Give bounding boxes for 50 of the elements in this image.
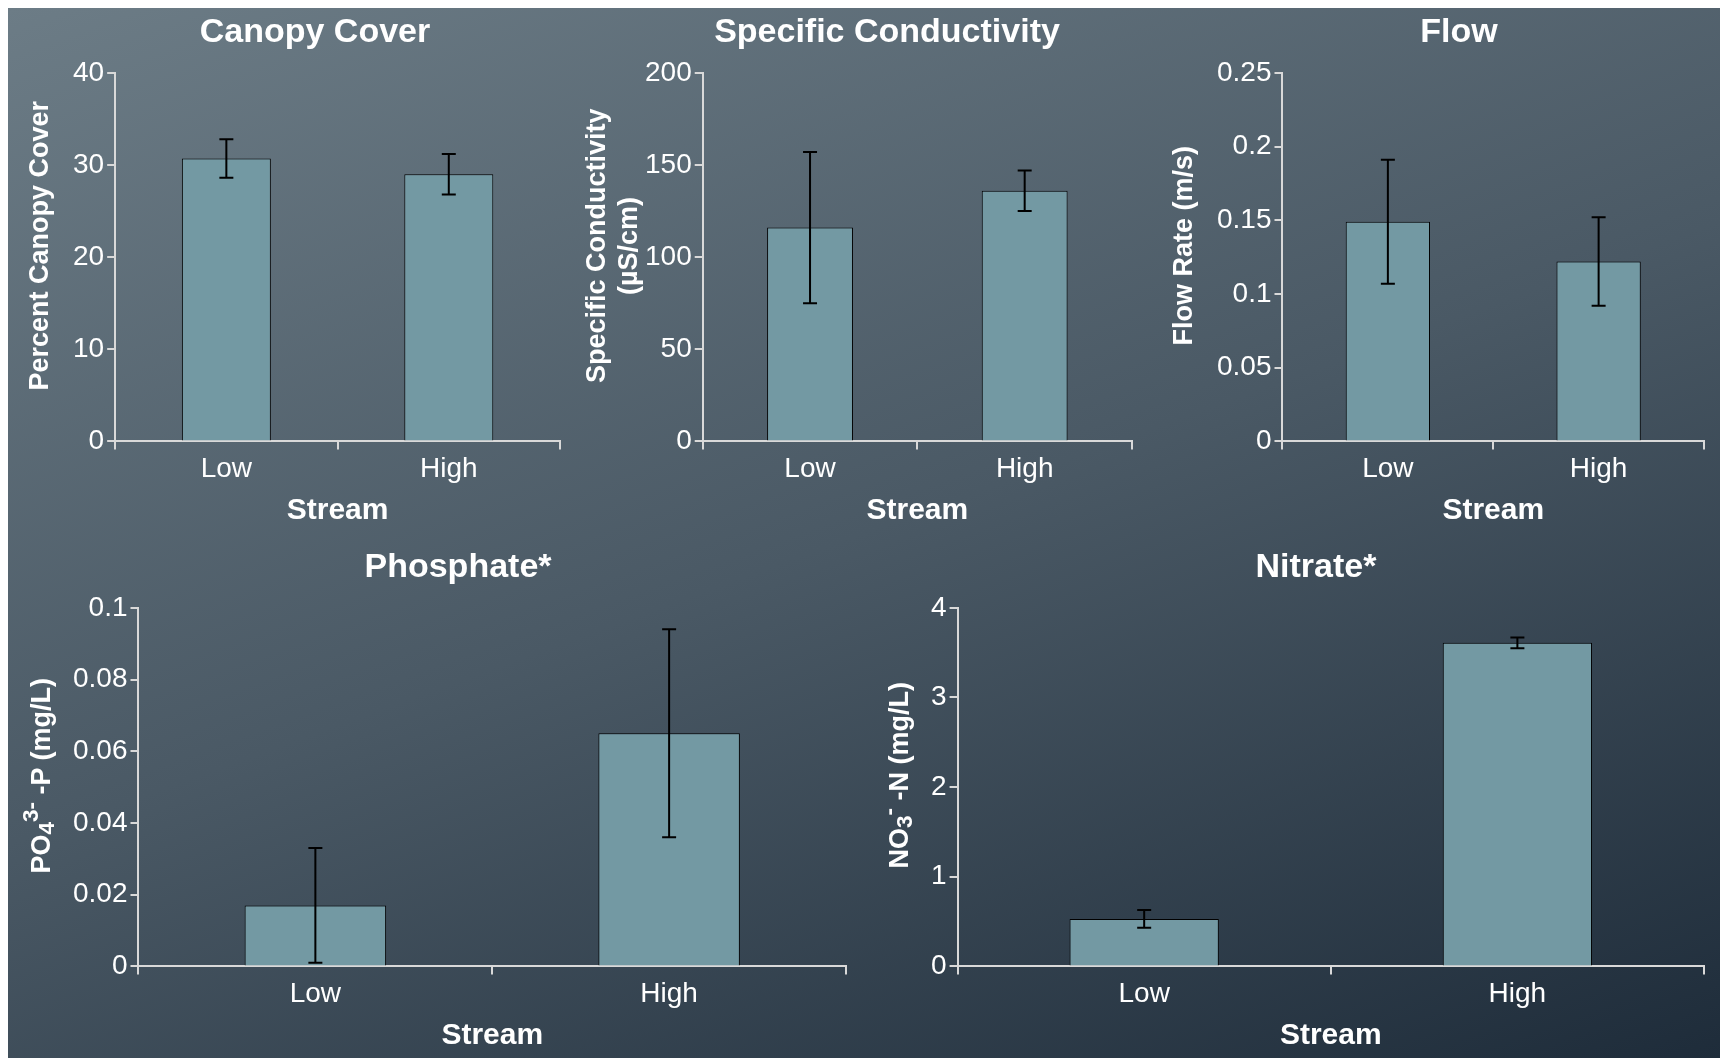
y-tick-label: 0.02: [73, 877, 128, 909]
x-tick-label: Low: [289, 976, 342, 1008]
y-tick-label: 200: [645, 55, 692, 87]
chart-title: Phosphate*: [364, 545, 553, 584]
y-tick-label: 1: [930, 859, 947, 891]
y-axis-title: Percent Canopy Cover: [23, 100, 55, 391]
x-axis-title: Stream: [1279, 1017, 1382, 1051]
y-tick-label: 0.08: [73, 662, 128, 694]
y-tick-label: 100: [645, 239, 692, 271]
y-tick-label: 0: [676, 424, 692, 456]
y-tick-label: 0.2: [1232, 129, 1272, 161]
x-axis-title: Stream: [286, 492, 389, 526]
y-tick-label: 20: [72, 239, 105, 271]
x-tick-label: Low: [784, 451, 837, 483]
y-tick-label: 0.25: [1217, 55, 1272, 87]
x-tick-label: Low: [1362, 451, 1415, 483]
y-tick-label: 150: [645, 147, 692, 179]
chart-title: Specific Conductivity: [714, 10, 1060, 49]
y-tick-label: 0.1: [88, 590, 128, 622]
chart-title: Nitrate*: [1255, 545, 1378, 584]
y-tick-label: 0: [1255, 424, 1272, 456]
x-tick-label: High: [1488, 976, 1547, 1008]
x-tick-label: High: [640, 976, 698, 1008]
y-tick-label: 0.1: [1232, 276, 1272, 308]
y-tick-label: 0.06: [73, 733, 128, 765]
y-tick-label: 0: [88, 424, 105, 456]
y-tick-label: 3: [930, 680, 947, 712]
y-tick-label: 40: [72, 55, 105, 87]
y-tick-label: 10: [72, 331, 105, 363]
x-tick-label: High: [419, 451, 478, 483]
y-tick-label: 50: [660, 331, 692, 363]
y-tick-label: 4: [930, 590, 947, 622]
y-axis-title: Specific Conductivity (µS/cm): [580, 107, 643, 385]
x-axis-title: Stream: [1442, 492, 1545, 526]
y-tick-label: 2: [930, 769, 947, 801]
y-axis-title: Flow Rate (m/s): [1167, 145, 1199, 346]
y-tick-label: 0: [111, 949, 128, 981]
chart-title: Flow: [1420, 10, 1499, 49]
chart-title: Canopy Cover: [199, 10, 431, 49]
x-tick-label: Low: [1118, 976, 1171, 1008]
x-axis-title: Stream: [441, 1017, 544, 1051]
x-tick-label: High: [995, 451, 1054, 483]
y-tick-label: 0.05: [1217, 350, 1272, 382]
y-tick-label: 0: [930, 949, 947, 981]
y-tick-label: 30: [72, 147, 105, 179]
y-tick-label: 0.15: [1217, 202, 1272, 234]
x-tick-label: Low: [200, 451, 253, 483]
y-tick-label: 0.04: [73, 805, 128, 837]
x-tick-label: High: [1569, 451, 1628, 483]
x-axis-title: Stream: [866, 492, 969, 526]
